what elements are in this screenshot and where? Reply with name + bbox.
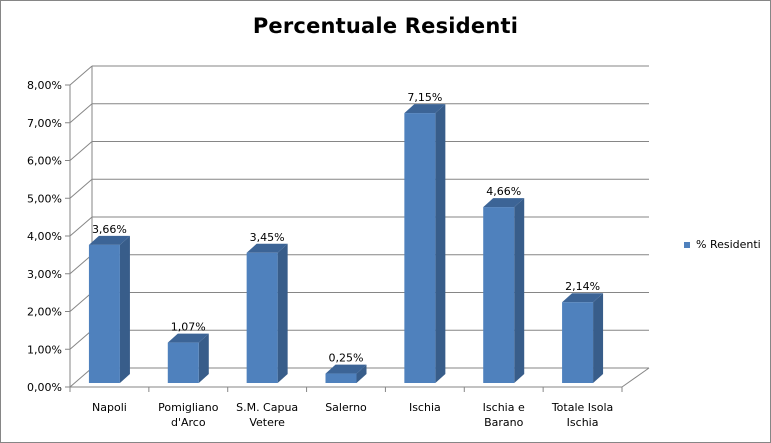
legend: % Residenti [684,238,761,251]
gridline-depth [69,216,93,237]
y-tick-label: 5,00% [27,192,62,205]
bar-top [404,104,446,114]
bar [88,235,130,383]
bar [562,293,604,383]
x-tick-label: Totale Isola Ischia [551,401,613,429]
gridline-depth [69,254,93,275]
data-label: 1,07% [171,321,206,334]
bar-front [483,207,515,383]
x-tick-label: Salerno [325,401,367,414]
bar-side [593,293,604,383]
data-label: 3,66% [92,223,127,236]
bar [167,333,209,383]
bar-top [562,293,604,303]
bar-side [277,243,288,383]
bar-front [167,342,199,383]
legend-swatch [684,241,690,248]
bar-side [198,333,209,383]
bar-front [246,252,278,383]
legend-label: % Residenti [696,238,761,251]
x-tick-label: Ischia [409,401,441,414]
y-tick-label: 6,00% [27,155,62,168]
data-label: 0,25% [329,352,364,365]
x-tick-label: S.M. Capua Vetere [236,401,298,429]
y-tick-label: 2,00% [27,306,62,319]
x-tick-label: Pomigliano d'Arco [158,401,219,429]
y-tick-label: 3,00% [27,268,62,281]
gridline-depth [69,178,93,199]
bar-top [167,333,209,343]
floor-edge [621,367,650,388]
bar [483,198,525,383]
bar [325,364,367,383]
bar-front [88,244,120,383]
y-tick-label: 7,00% [27,117,62,130]
data-label: 7,15% [407,91,442,104]
bar-side [514,198,525,383]
gridline-depth [69,103,93,124]
bar-top [483,198,525,208]
bar-top [246,243,288,253]
bar-side [356,364,367,383]
data-label: 2,14% [565,280,600,293]
gridline-depth [69,329,93,350]
gridline-depth [69,367,93,388]
chart-title: Percentuale Residenti [252,14,519,38]
gridline-depth [69,65,93,86]
y-tick-label: 8,00% [27,79,62,92]
data-label: 3,45% [250,231,285,244]
x-tick-label: Napoli [92,401,127,414]
bar-top [88,235,130,245]
gridline-depth [69,292,93,312]
bar [404,104,446,384]
y-tick-label: 1,00% [27,343,62,356]
y-tick-label: 0,00% [27,381,62,394]
x-tick-label: Ischia e Barano [483,401,525,429]
y-tick-label: 4,00% [27,230,62,243]
bar-side [435,104,446,384]
bar-front [562,302,594,383]
bar-front [404,113,436,384]
bar-top [325,364,367,374]
data-label: 4,66% [486,185,521,198]
bar [246,243,288,383]
bar-front [325,373,357,383]
bar-side [119,235,130,383]
gridline-depth [69,141,93,161]
